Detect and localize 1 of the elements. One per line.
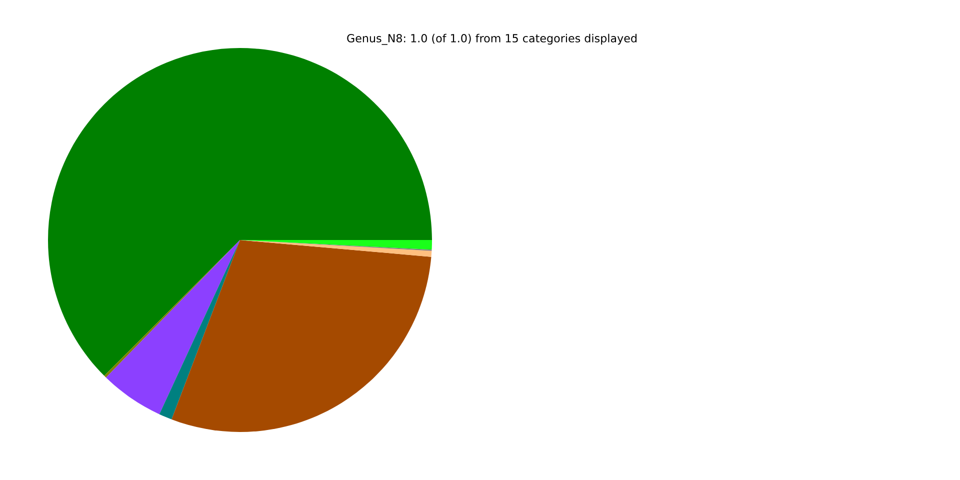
text: Genus_N8: 1.0 (of 1.0) from 15 categories displayed (347, 34, 636, 45)
